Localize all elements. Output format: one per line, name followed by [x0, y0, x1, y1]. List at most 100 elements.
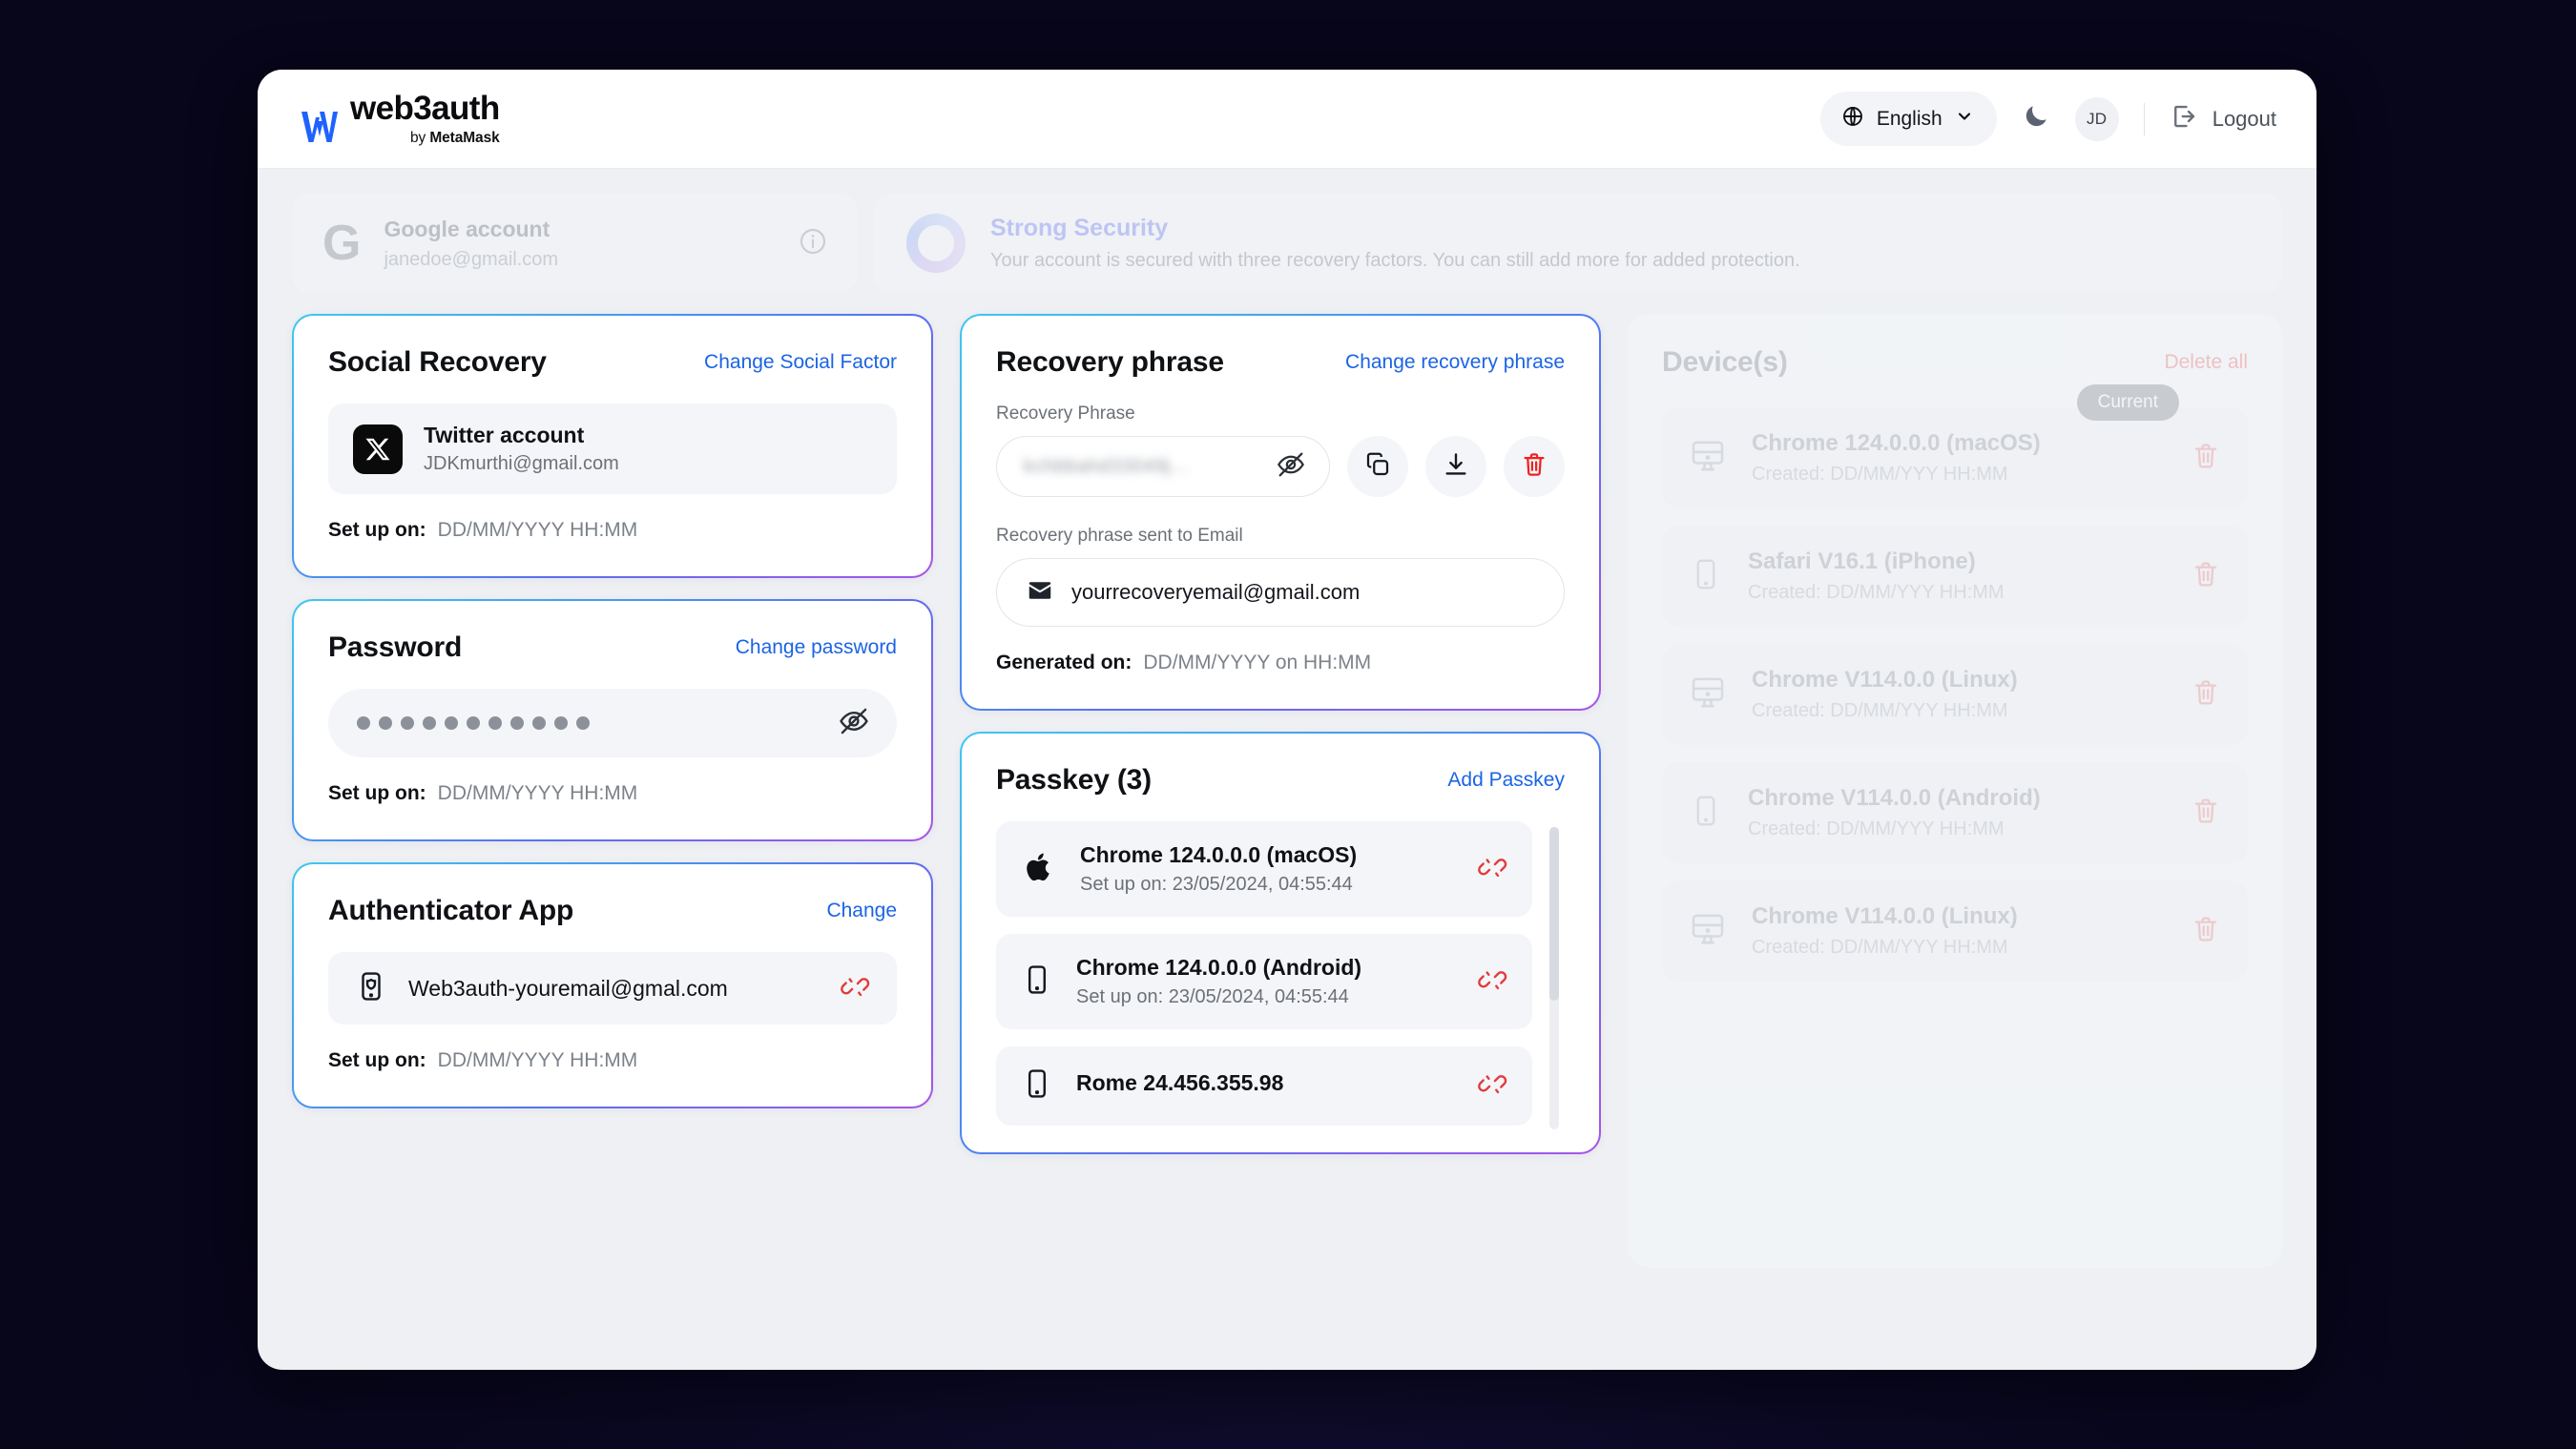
- authenticator-setup-label: Set up on:: [328, 1049, 426, 1071]
- desktop-icon: [1689, 910, 1727, 953]
- passkey-list-item[interactable]: Rome 24.456.355.98: [996, 1046, 1532, 1126]
- cards-grid: Social Recovery Change Social Factor Twi…: [292, 314, 2282, 1268]
- mobile-shield-icon: [355, 970, 387, 1007]
- brand-subtitle: by MetaMask: [409, 130, 500, 147]
- recovery-phrase-masked-value: kchbbahd33049j…: [1024, 455, 1191, 477]
- mobile-icon: [1689, 794, 1723, 833]
- social-setup-label: Set up on:: [328, 519, 426, 541]
- social-recovery-card: Social Recovery Change Social Factor Twi…: [292, 314, 933, 578]
- logout-label: Logout: [2212, 106, 2276, 131]
- avatar[interactable]: JD: [2074, 96, 2119, 141]
- device-name: Chrome 124.0.0.0 (macOS): [1752, 430, 2041, 456]
- passkey-list-item[interactable]: Chrome 124.0.0.0 (Android) Set up on: 23…: [996, 934, 1532, 1029]
- trash-icon[interactable]: [2191, 914, 2221, 949]
- devices-panel: Device(s) Delete all Current Chrome: [1628, 314, 2282, 1268]
- change-password-link[interactable]: Change password: [735, 636, 897, 658]
- device-created: Created: DD/MM/YYY HH:MM: [1752, 464, 2008, 485]
- recovery-email-value: yourrecoveryemail@gmail.com: [1071, 580, 1361, 604]
- broken-link-icon[interactable]: [1477, 1068, 1507, 1104]
- logout-button[interactable]: Logout: [2170, 102, 2276, 135]
- device-name: Safari V16.1 (iPhone): [1748, 549, 1976, 574]
- social-provider-email: JDKmurthi@gmail.com: [424, 453, 619, 474]
- passkey-scrollbar[interactable]: [1549, 827, 1559, 1129]
- social-setup-value: DD/MM/YYYY HH:MM: [437, 519, 638, 541]
- social-provider-title: Twitter account: [424, 423, 585, 447]
- moon-icon[interactable]: [2022, 102, 2050, 135]
- download-recovery-phrase-button[interactable]: [1425, 436, 1486, 497]
- trash-icon[interactable]: [2191, 559, 2221, 594]
- passkey-scrollbar-thumb[interactable]: [1549, 827, 1559, 1001]
- mail-icon: [1026, 576, 1054, 610]
- social-factor-row: Twitter account JDKmurthi@gmail.com: [328, 404, 897, 494]
- device-created: Created: DD/MM/YYY HH:MM: [1752, 700, 2008, 721]
- device-name: Chrome V114.0.0 (Linux): [1752, 903, 2018, 929]
- password-title: Password: [328, 631, 463, 663]
- add-passkey-link[interactable]: Add Passkey: [1447, 769, 1565, 791]
- devices-title: Device(s): [1662, 346, 1788, 378]
- change-recovery-phrase-link[interactable]: Change recovery phrase: [1345, 351, 1565, 373]
- device-name: Chrome V114.0.0 (Linux): [1752, 667, 2018, 693]
- recovery-generated-line: Generated on: DD/MM/YYYY on HH:MM: [996, 652, 1565, 674]
- download-icon: [1442, 450, 1470, 484]
- broken-link-icon[interactable]: [840, 971, 870, 1006]
- mobile-icon: [1021, 963, 1053, 1001]
- passkey-list-item[interactable]: Chrome 124.0.0.0 (macOS) Set up on: 23/0…: [996, 821, 1532, 917]
- recovery-email-input[interactable]: yourrecoveryemail@gmail.com: [996, 558, 1565, 627]
- passkey-item-subtitle: Set up on: 23/05/2024, 04:55:44: [1080, 874, 1353, 895]
- password-field[interactable]: [328, 689, 897, 757]
- trash-icon: [1520, 450, 1548, 484]
- passkey-card: Passkey (3) Add Passkey: [960, 732, 1601, 1154]
- password-setup-line: Set up on: DD/MM/YYYY HH:MM: [328, 782, 897, 805]
- authenticator-title: Authenticator App: [328, 895, 574, 926]
- google-g-icon: G: [322, 216, 362, 271]
- device-list-item[interactable]: Chrome V114.0.0 (Android) Created: DD/MM…: [1662, 762, 2248, 863]
- mobile-icon: [1689, 557, 1723, 596]
- device-list-item[interactable]: Current Chrome 124.0.0.0 (macOS) Created…: [1662, 384, 2248, 508]
- trash-icon[interactable]: [2191, 677, 2221, 713]
- eye-off-icon[interactable]: [838, 705, 870, 742]
- authenticator-setup-line: Set up on: DD/MM/YYYY HH:MM: [328, 1049, 897, 1072]
- language-label: English: [1876, 107, 1942, 130]
- security-description: Your account is secured with three recov…: [990, 250, 1800, 271]
- recovery-phrase-card: Recovery phrase Change recovery phrase R…: [960, 314, 1601, 711]
- broken-link-icon[interactable]: [1477, 852, 1507, 887]
- apple-icon: [1021, 849, 1057, 890]
- app-header: web3auth by MetaMask English JD: [258, 70, 2316, 169]
- change-social-factor-link[interactable]: Change Social Factor: [704, 351, 897, 373]
- recovery-generated-value: DD/MM/YYYY on HH:MM: [1143, 652, 1372, 673]
- recovery-phrase-input[interactable]: kchbbahd33049j…: [996, 436, 1330, 497]
- logout-icon: [2170, 102, 2198, 135]
- device-list-item[interactable]: Chrome V114.0.0 (Linux) Created: DD/MM/Y…: [1662, 880, 2248, 982]
- web3auth-logo-icon: [300, 108, 340, 146]
- middle-column: Recovery phrase Change recovery phrase R…: [960, 314, 1601, 1268]
- change-authenticator-link[interactable]: Change: [826, 900, 897, 921]
- header-divider: [2143, 102, 2145, 135]
- device-list-item[interactable]: Safari V16.1 (iPhone) Created: DD/MM/YYY…: [1662, 526, 2248, 627]
- recovery-phrase-title: Recovery phrase: [996, 346, 1224, 378]
- info-circle-icon[interactable]: [798, 226, 828, 261]
- device-created: Created: DD/MM/YYY HH:MM: [1748, 582, 2005, 603]
- brand-logo: web3auth by MetaMask: [300, 92, 500, 146]
- header-actions: English JD Logout: [1819, 92, 2276, 146]
- language-selector[interactable]: English: [1819, 92, 1997, 146]
- password-setup-value: DD/MM/YYYY HH:MM: [437, 782, 638, 804]
- passkey-item-title: Chrome 124.0.0.0 (macOS): [1080, 842, 1358, 867]
- social-setup-line: Set up on: DD/MM/YYYY HH:MM: [328, 519, 897, 542]
- x-twitter-icon: [353, 424, 403, 474]
- recovery-phrase-field-label: Recovery Phrase: [996, 404, 1135, 424]
- broken-link-icon[interactable]: [1477, 964, 1507, 1000]
- authenticator-setup-value: DD/MM/YYYY HH:MM: [437, 1049, 638, 1071]
- eye-off-icon[interactable]: [1276, 449, 1306, 485]
- device-name: Chrome V114.0.0 (Android): [1748, 785, 2041, 811]
- account-card: G Google account janedoe@gmail.com: [292, 194, 857, 293]
- delete-all-devices-link[interactable]: Delete all: [2164, 351, 2248, 373]
- delete-recovery-phrase-button[interactable]: [1504, 436, 1565, 497]
- copy-recovery-phrase-button[interactable]: [1347, 436, 1408, 497]
- account-email: janedoe@gmail.com: [384, 248, 559, 270]
- trash-icon[interactable]: [2191, 441, 2221, 476]
- recovery-email-field-label: Recovery phrase sent to Email: [996, 526, 1243, 546]
- passkey-item-title: Chrome 124.0.0.0 (Android): [1076, 955, 1362, 980]
- trash-icon[interactable]: [2191, 796, 2221, 831]
- device-created: Created: DD/MM/YYY HH:MM: [1752, 937, 2008, 958]
- device-list-item[interactable]: Chrome V114.0.0 (Linux) Created: DD/MM/Y…: [1662, 644, 2248, 745]
